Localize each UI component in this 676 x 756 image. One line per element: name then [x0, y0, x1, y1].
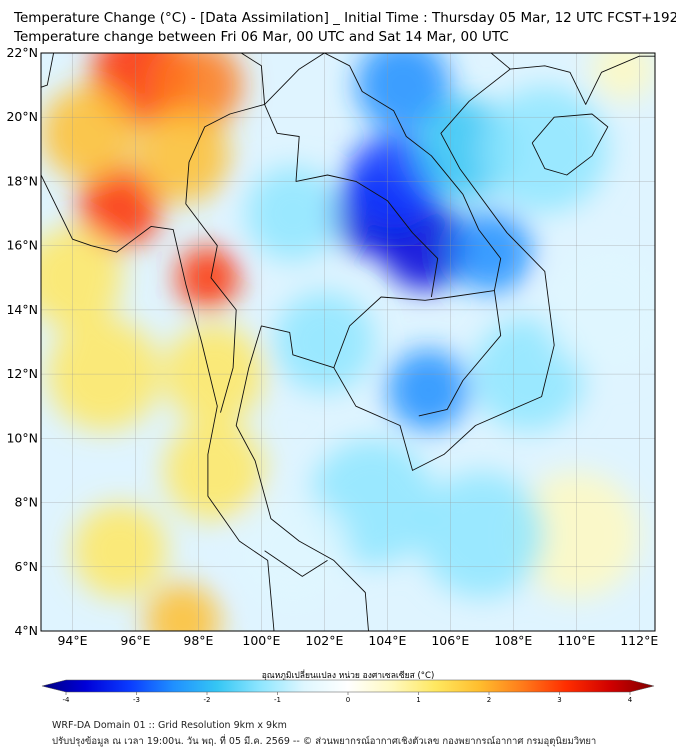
colorbar-tick-label: -1 [274, 696, 281, 704]
field-blob-3 [135, 108, 230, 203]
lat-tick-label: 20°N [6, 109, 38, 124]
field-blob-5 [41, 86, 136, 181]
field-blob-1 [78, 166, 161, 249]
lat-tick-label: 22°N [6, 45, 38, 60]
colorbar-tick-label: 0 [346, 696, 350, 704]
coastline-india-myanmar-border [41, 53, 55, 88]
colorbar-tick-label: 1 [416, 696, 420, 704]
map-frame [40, 52, 656, 632]
lat-tick-label: 16°N [6, 238, 38, 253]
lon-tick-label: 110°E [557, 633, 595, 648]
footer-update-info: ปรับปรุงข้อมูล ณ เวลา 19:00น. วัน พฤ. ที… [52, 736, 597, 747]
coastlines-and-borders [41, 53, 655, 631]
lat-tick-label: 8°N [14, 495, 38, 510]
lat-tick-label: 10°N [6, 430, 38, 445]
colorbar-tick-label: -4 [63, 696, 71, 704]
colorbar-tick-label: 4 [628, 696, 633, 704]
field-blob-6 [41, 227, 123, 329]
lon-tick-label: 106°E [431, 633, 469, 648]
colorbar-bar [41, 679, 655, 693]
lon-tick-label: 96°E [120, 633, 150, 648]
coastline-hainan [531, 113, 609, 176]
lon-tick-label: 104°E [368, 633, 406, 648]
field-blob-27 [418, 471, 545, 598]
lon-tick-label: 94°E [57, 633, 87, 648]
coastline-mainland-coast [41, 174, 275, 631]
field-blob-23 [481, 86, 608, 213]
field-blob-19 [450, 211, 533, 294]
colorbar-tick-label: -2 [204, 696, 211, 704]
field-blob-17 [355, 53, 451, 133]
lon-tick-label: 98°E [183, 633, 213, 648]
coastline-thai-laos-border [264, 104, 439, 298]
field-blob-24 [245, 166, 341, 261]
coastline-myanmar-china-border [179, 53, 266, 105]
colorbar-title: อุณหภูมิเปลี่ยนแปลง หน่วย องศาเซลเซียส (… [262, 669, 435, 681]
coastline-gulf-coast [235, 55, 655, 631]
colorbar-tick-label: 2 [487, 696, 491, 704]
field-blob-20 [387, 349, 470, 432]
coastline-laos-border [264, 53, 502, 291]
lat-tick-label: 18°N [6, 173, 38, 188]
field-blob-26 [236, 494, 350, 608]
latitude-labels: 22°N 20°N 18°N 16°N 14°N 12°N 10°N 8°N 6°N 4°N [6, 45, 38, 638]
field-blob-11 [144, 583, 221, 631]
lat-tick-label: 12°N [6, 366, 38, 381]
field-blob-13 [592, 53, 655, 101]
colorbar-ticks: -4 -3 -2 -1 0 1 2 3 4 [63, 692, 633, 704]
lon-tick-label: 102°E [305, 633, 343, 648]
longitude-labels: 94°E 96°E 98°E 100°E 102°E 104°E 106°E 108°E 110… [57, 633, 658, 648]
lon-tick-label: 112°E [620, 633, 658, 648]
field-blob-10 [72, 503, 167, 598]
colorbar-tick-label: -3 [133, 696, 140, 704]
coastline-thai-myanmar-border [185, 103, 265, 413]
lat-tick-label: 6°N [14, 559, 38, 574]
temperature-change-field [41, 53, 655, 631]
field-blob-4 [176, 246, 240, 310]
field-blob-9 [163, 420, 265, 521]
footer-domain-info: WRF-DA Domain 01 :: Grid Resolution 9km … [52, 720, 287, 731]
lat-tick-label: 14°N [6, 302, 38, 317]
coastline-andaman-1 [41, 365, 42, 370]
coastline-cambodia-border [333, 290, 502, 417]
lat-tick-label: 4°N [14, 623, 38, 638]
colorbar: อุณหภูมิเปลี่ยนแปลง หน่วย องศาเซลเซียส (… [41, 669, 655, 704]
lon-tick-label: 100°E [242, 633, 280, 648]
lat-lon-grid [41, 53, 655, 631]
chart-subtitle: Temperature change between Fri 06 Mar, 0… [14, 29, 509, 45]
chart-title: Temperature Change (°C) - [Data Assimila… [14, 10, 676, 26]
coastline-malay-border [264, 550, 328, 577]
lon-tick-label: 108°E [494, 633, 532, 648]
colorbar-tick-label: 3 [557, 696, 561, 704]
